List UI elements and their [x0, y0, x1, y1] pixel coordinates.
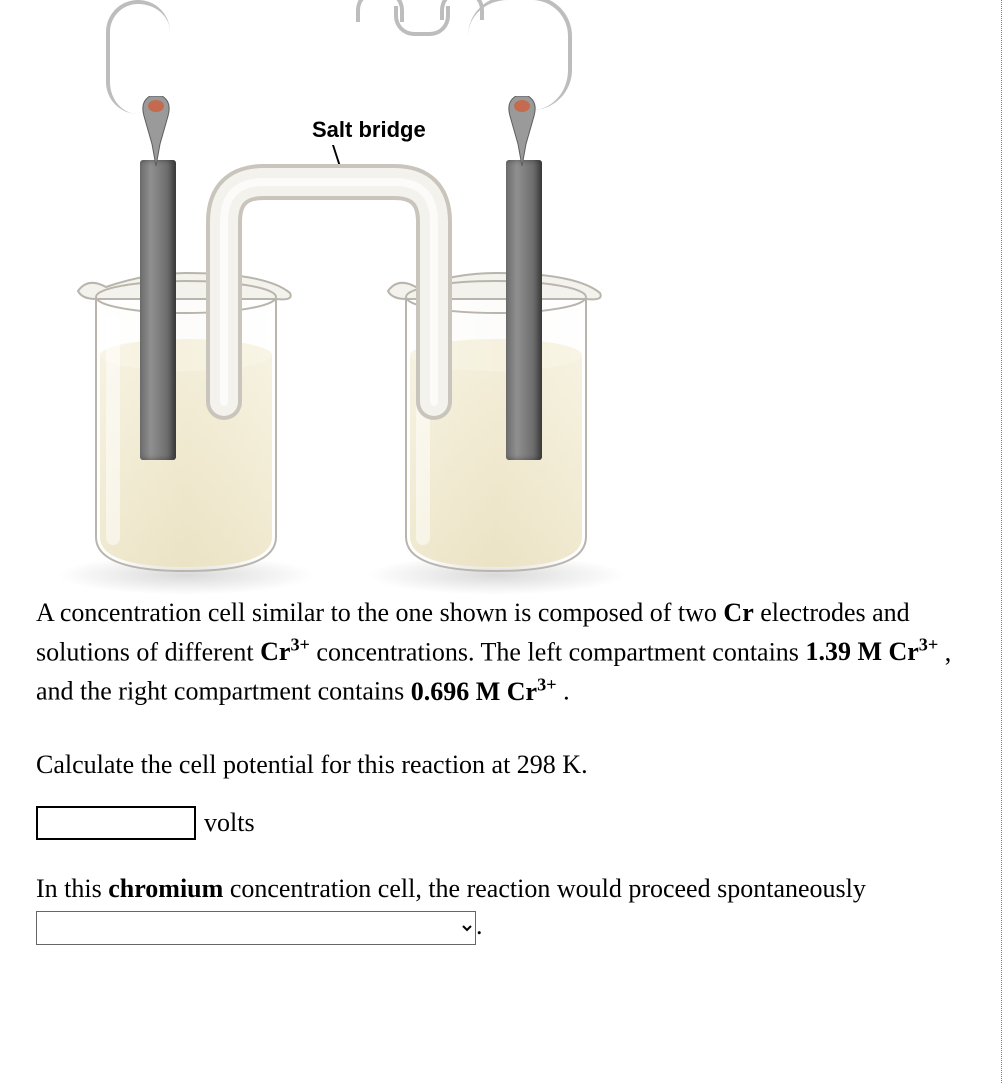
- element-name: chromium: [108, 874, 223, 903]
- beaker-right: [376, 275, 616, 575]
- spontaneity-direction-select[interactable]: [36, 911, 476, 945]
- beaker-left: [66, 275, 306, 575]
- text-fragment: .: [476, 911, 483, 940]
- concentration-cell-diagram: Salt bridge: [36, 0, 596, 588]
- ion-symbol: Cr3+: [260, 637, 310, 666]
- text-fragment: A concentration cell similar to the one …: [36, 598, 723, 627]
- question-body: A concentration cell similar to the one …: [36, 594, 965, 945]
- left-concentration: 1.39 M Cr3+: [805, 637, 938, 666]
- answer-unit-label: volts: [204, 804, 255, 842]
- text-fragment: .: [557, 677, 570, 706]
- salt-bridge-label: Salt bridge: [312, 117, 426, 143]
- answer-row: volts: [36, 804, 965, 842]
- text-fragment: concentrations. The left compartment con…: [310, 637, 806, 666]
- electrode-left: [140, 160, 176, 460]
- salt-bridge-pointer-line: [332, 145, 379, 185]
- wire-segment: [468, 0, 572, 110]
- question-paragraph-3: In this chromium concentration cell, the…: [36, 870, 965, 946]
- text-fragment: concentration cell, the reaction would p…: [223, 874, 866, 903]
- electrode-element: Cr: [723, 598, 753, 627]
- question-paragraph-2: Calculate the cell potential for this re…: [36, 746, 965, 784]
- text-fragment: In this: [36, 874, 108, 903]
- alligator-clip-right: [504, 96, 540, 166]
- question-paragraph-1: A concentration cell similar to the one …: [36, 594, 965, 710]
- electrode-right: [506, 160, 542, 460]
- alligator-clip-left: [138, 96, 174, 166]
- right-concentration: 0.696 M Cr3+: [411, 677, 557, 706]
- cell-potential-input[interactable]: [36, 806, 196, 840]
- page: Salt bridge: [0, 0, 1002, 1083]
